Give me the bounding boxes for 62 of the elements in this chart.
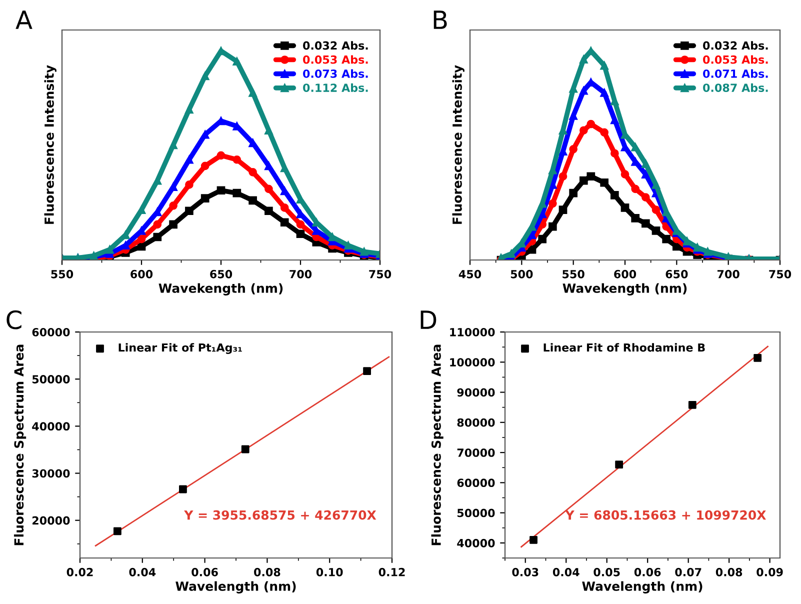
x-tick-label: 750 <box>769 270 792 278</box>
chart-title: B <box>434 10 447 29</box>
legend-label: 0.053 Abs. <box>303 55 368 64</box>
x-axis-title: Wavekength (nm) <box>158 283 283 296</box>
y-tick-label: 50000 <box>32 375 70 384</box>
x-tick-label: 0.02 <box>66 568 93 576</box>
legend-label: 0.053 Abs. <box>703 55 768 64</box>
x-axis-title: Wavelength (nm) <box>176 581 296 594</box>
y-tick-label: 50000 <box>457 508 495 518</box>
x-tick-label: 0.10 <box>316 568 343 576</box>
y-axis-title: Fluorescence Spectrum Area <box>14 344 26 546</box>
chart-title: C <box>6 310 22 330</box>
y-tick-label: 60000 <box>32 328 70 336</box>
y-axis-title: Fluorescence Intensity <box>452 65 464 224</box>
annotation: Y = 3955.68575 + 426770X <box>184 510 376 520</box>
x-axis-title: Wavelength (nm) <box>582 581 702 594</box>
x-tick-label: 550 <box>51 270 74 278</box>
y-tick-label: 110000 <box>450 328 495 336</box>
y-tick-label: 20000 <box>32 516 70 525</box>
y-tick-label: 40000 <box>32 422 70 431</box>
x-tick-label: 0.06 <box>192 568 218 576</box>
x-tick-label: 0.05 <box>594 568 620 576</box>
x-tick-label: 600 <box>614 270 636 278</box>
chart-title: D <box>420 310 436 329</box>
x-tick-label: 0.07 <box>675 568 702 576</box>
x-tick-label: 700 <box>290 270 312 278</box>
y-axis-title: Fluorescence Spectrum Area <box>431 344 444 546</box>
x-tick-label: 0.12 <box>378 568 405 576</box>
x-tick-label: 650 <box>666 270 688 278</box>
x-tick-label: 600 <box>130 270 153 278</box>
annotation: Y = 6805.15663 + 1099720X <box>565 510 766 520</box>
legend-label: 0.032 Abs. <box>303 41 368 50</box>
x-tick-label: 0.09 <box>756 568 783 576</box>
legend-label: 0.032 Abs. <box>703 41 768 50</box>
x-tick-label: 750 <box>369 270 392 278</box>
chart-title: A <box>16 10 32 29</box>
y-axis-title: Fluorescence Intensity <box>44 65 56 224</box>
x-axis-title: Wavekength (nm) <box>562 283 687 296</box>
legend-label: 0.073 Abs. <box>303 69 368 78</box>
legend-label: Linear Fit of Rhodamine B <box>544 343 705 352</box>
x-tick-label: 550 <box>562 270 584 278</box>
x-tick-label: 500 <box>510 270 533 278</box>
x-tick-label: 450 <box>458 270 482 278</box>
x-tick-label: 0.03 <box>512 568 538 576</box>
x-tick-label: 700 <box>717 270 740 278</box>
x-tick-label: 0.06 <box>634 568 661 576</box>
legend-label: 0.087 Abs. <box>703 83 768 92</box>
y-tick-label: 90000 <box>457 388 495 397</box>
x-tick-label: 650 <box>210 270 232 278</box>
y-tick-label: 30000 <box>32 469 70 478</box>
x-tick-label: 0.08 <box>716 568 742 576</box>
y-tick-label: 80000 <box>457 418 495 427</box>
legend-label: Linear Fit of Pt₁Ag₃₁ <box>118 343 242 354</box>
y-tick-label: 100000 <box>450 358 495 367</box>
x-tick-label: 0.04 <box>552 568 580 576</box>
x-tick-label: 0.08 <box>254 568 280 576</box>
x-tick-label: 0.04 <box>129 568 156 576</box>
legend-label: 0.112 Abs. <box>303 83 368 92</box>
y-tick-label: 40000 <box>457 538 495 548</box>
legend-label: 0.071 Abs. <box>703 69 768 78</box>
y-tick-label: 60000 <box>457 478 495 488</box>
y-tick-label: 70000 <box>457 448 495 457</box>
